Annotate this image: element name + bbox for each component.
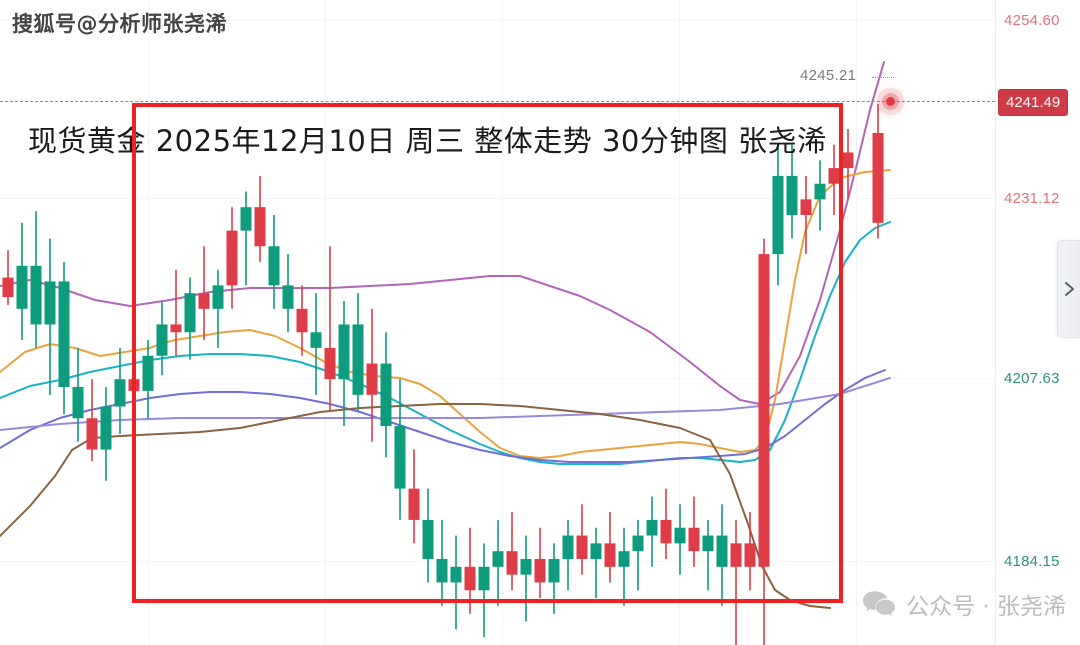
candlestick: [30, 211, 42, 348]
candlestick: [142, 340, 154, 419]
horizontal-gridline: [0, 20, 995, 21]
price-axis-tick: 4231.12: [1004, 190, 1060, 207]
candlestick: [282, 254, 294, 333]
candlestick: [198, 246, 210, 341]
candlestick: [170, 269, 182, 356]
candlestick: [310, 293, 322, 395]
candlestick: [114, 347, 126, 434]
candlestick: [814, 160, 826, 231]
candlestick: [72, 347, 84, 442]
candlestick: [646, 496, 658, 567]
candlestick: [450, 535, 462, 630]
candlestick: [828, 144, 840, 215]
horizontal-gridline: [0, 378, 995, 379]
current-price-line: [0, 101, 995, 102]
candlestick: [730, 519, 742, 645]
candlestick: [604, 512, 616, 583]
candlestick: [254, 175, 266, 262]
watermark-bottom: 公众号 · 张尧浠: [862, 587, 1066, 621]
candlestick: [576, 504, 588, 575]
candlestick: [660, 488, 672, 559]
vertical-gridline: [502, 0, 503, 645]
candlestick: [632, 519, 644, 591]
candlestick: [590, 527, 602, 599]
plot-area[interactable]: 4245.21 现货黄金 2025年12月10日 周三 整体走势 30分钟图 张…: [0, 0, 995, 645]
horizontal-gridline: [0, 198, 995, 199]
moving-average-line: [0, 377, 891, 431]
candlestick: [758, 238, 770, 645]
candlestick: [716, 504, 728, 606]
candlestick: [268, 215, 280, 309]
candlestick: [506, 512, 518, 591]
wechat-icon: [862, 590, 896, 618]
candlestick: [86, 379, 98, 462]
candlestick: [44, 238, 56, 395]
candlestick: [436, 519, 448, 606]
candlestick: [702, 519, 714, 591]
candlestick: [100, 387, 112, 481]
candlestick: [380, 332, 392, 458]
candlestick: [324, 246, 336, 411]
vertical-gridline: [148, 0, 149, 645]
candlestick: [422, 488, 434, 583]
highlight-rectangle-annotation: [132, 103, 843, 603]
page-title: 现货黄金 2025年12月10日 周三 整体走势 30分钟图 张尧浠: [28, 124, 827, 158]
candlestick: [366, 308, 378, 442]
candlestick: [786, 144, 798, 239]
candlestick: [408, 449, 420, 544]
candlestick: [534, 527, 546, 599]
last-price-pulse-dot: [886, 97, 895, 106]
candlestick: [2, 250, 14, 305]
candlestick: [744, 512, 756, 591]
candlestick: [842, 129, 854, 200]
candlestick: [618, 527, 630, 606]
candlestick: [562, 519, 574, 591]
moving-average-line: [0, 221, 891, 465]
high-annotation-leader: [872, 77, 894, 78]
candlestick: [240, 191, 252, 286]
candlestick: [872, 103, 884, 239]
watermark-top: 搜狐号@分析师张尧浠: [12, 12, 227, 36]
price-axis-tick: 4254.60: [1004, 12, 1060, 29]
moving-average-line: [0, 369, 886, 463]
chevron-right-icon: [1064, 281, 1075, 297]
price-series-svg: [0, 61, 891, 645]
session-high-label: 4245.21: [800, 67, 857, 84]
candlestick: [296, 285, 308, 356]
vertical-gridline: [679, 0, 680, 645]
candlestick: [212, 269, 224, 348]
candlestick: [478, 543, 490, 638]
candlestick: [156, 301, 168, 376]
candlestick: [16, 222, 28, 341]
price-axis-tick: 4207.63: [1004, 370, 1060, 387]
vertical-gridline: [325, 0, 326, 645]
candlestick: [800, 175, 812, 255]
price-axis[interactable]: 4254.60 4231.12 4207.63 4184.15 4241.49: [995, 0, 1080, 645]
candlestick: [184, 277, 196, 360]
candlestick: [520, 535, 532, 622]
candlestick: [688, 496, 700, 567]
candlestick: [226, 207, 238, 309]
candlestick: [492, 519, 504, 606]
candlestick: [352, 293, 364, 411]
watermark-bottom-text: 公众号 · 张尧浠: [906, 594, 1066, 620]
moving-average-line: [0, 61, 885, 405]
vertical-gridline: [856, 0, 857, 645]
current-price-badge: 4241.49: [999, 90, 1068, 115]
candlestick: [338, 301, 350, 427]
candlestick: [58, 261, 70, 415]
price-axis-tick: 4184.15: [1004, 553, 1060, 570]
candlestick: [674, 504, 686, 575]
expand-panel-button[interactable]: [1057, 240, 1080, 338]
candlestick: [772, 144, 784, 286]
candlestick: [394, 379, 406, 520]
